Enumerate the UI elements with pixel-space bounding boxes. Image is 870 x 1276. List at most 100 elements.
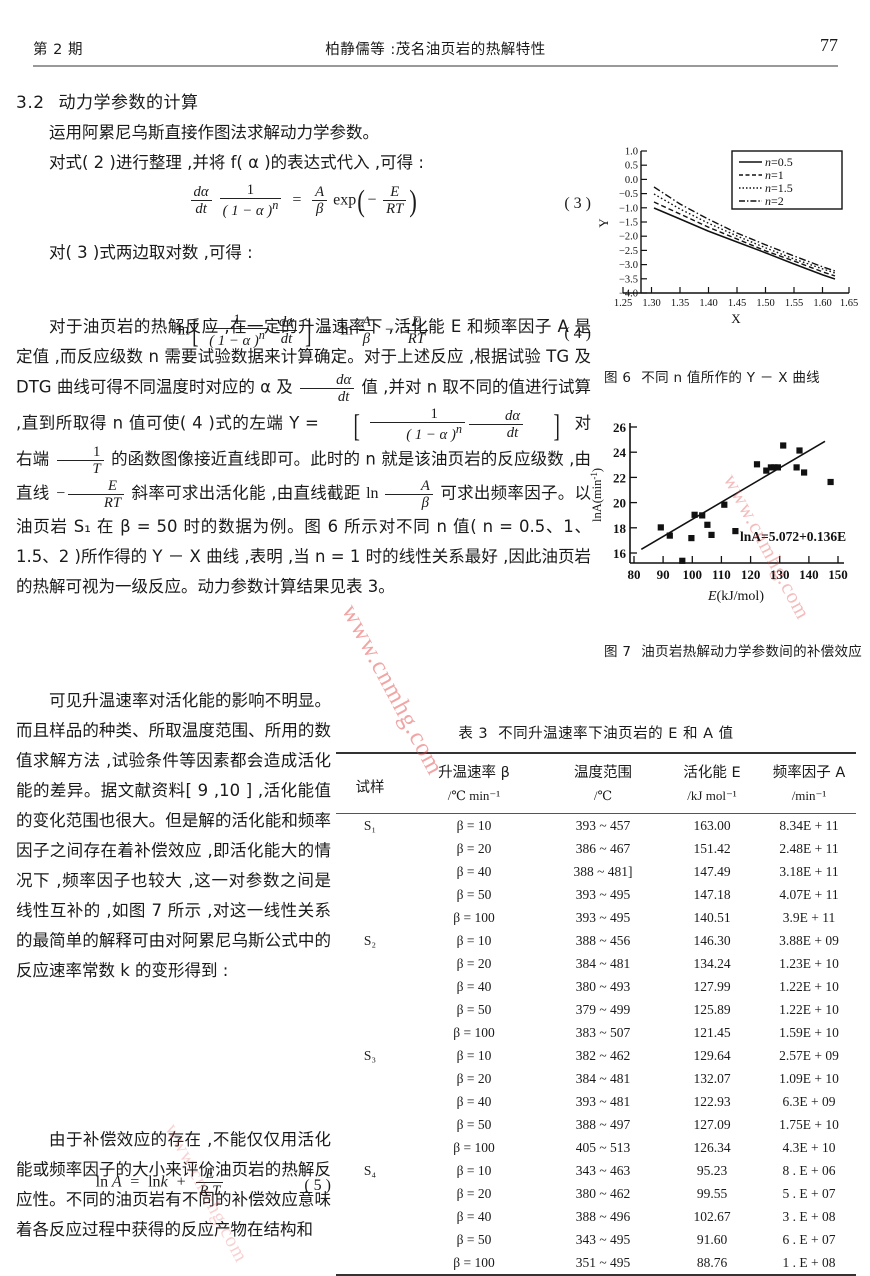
figure-7-ylabel: lnA(min-1) <box>589 468 604 522</box>
cell-sample <box>336 1067 404 1090</box>
svg-text:−2.5: −2.5 <box>619 246 638 257</box>
table-row: β = 50 388 ~ 497 127.09 1.75E + 10 <box>336 1113 856 1136</box>
figure-7-xlabel: E(kJ/mol) <box>707 589 764 604</box>
figure-7-caption-label: 图 7 <box>604 644 632 660</box>
figure-6-ylabel: Y <box>596 218 611 228</box>
cell-temp-range: 382 ~ 462 <box>575 1047 631 1063</box>
svg-text:−2.0: −2.0 <box>619 232 638 243</box>
paragraph-4-part-e: 斜率可求出活化能 ,由直线截距 <box>126 483 367 503</box>
table-row: β = 40 388 ~ 496 102.67 3 . E + 08 <box>336 1205 856 1228</box>
paragraph-4-part-c: 对右端 <box>16 413 592 469</box>
cell-temp-range: 393 ~ 457 <box>544 813 662 837</box>
cell-beta: β = 50 <box>456 1116 492 1132</box>
table-row: S₃ β = 10 382 ~ 462 129.64 2.57E + 09 <box>336 1044 856 1067</box>
figure-6-series-n1 <box>653 201 836 277</box>
table-row: S₂ β = 10 388 ~ 456 146.30 3.88E + 09 <box>336 929 856 952</box>
cell-beta: β = 10 <box>456 1162 492 1178</box>
cell-activation-energy: 126.34 <box>693 1139 731 1155</box>
cell-beta: β = 100 <box>404 1251 544 1276</box>
svg-text:1.65: 1.65 <box>840 298 858 309</box>
cell-sample <box>336 1136 404 1159</box>
svg-text:−1.0: −1.0 <box>619 203 638 214</box>
table-3-col-a-head: 频率因子 A <box>762 752 856 784</box>
table-3-col-temp-unit: /℃ <box>593 788 613 803</box>
table-row: β = 50 379 ~ 499 125.89 1.22E + 10 <box>336 998 856 1021</box>
section-title-text: 动力学参数的计算 <box>58 93 199 113</box>
cell-activation-energy: 122.93 <box>693 1093 731 1109</box>
cell-activation-energy: 129.64 <box>693 1047 731 1063</box>
svg-text:16: 16 <box>613 546 627 561</box>
figure-7-svg: 26 24 22 20 18 16 80 90 100 <box>589 420 848 604</box>
cell-activation-energy: 147.49 <box>693 863 731 879</box>
cell-frequency-factor: 6 . E + 07 <box>782 1231 836 1247</box>
table-3-col-sample: 试样 <box>336 752 404 814</box>
cell-frequency-factor: 1.75E + 10 <box>779 1116 839 1132</box>
cell-frequency-factor: 8.34E + 11 <box>762 813 856 837</box>
figure-7-caption-text: 油页岩热解动力学参数间的补偿效应 <box>641 644 863 660</box>
table-3-col-a-unit: /min⁻¹ <box>791 788 827 803</box>
figure-6-series-n15 <box>653 193 836 274</box>
svg-text:90: 90 <box>657 567 670 582</box>
cell-sample: S₁ <box>336 813 404 837</box>
cell-temp-range: 384 ~ 481 <box>575 1070 631 1086</box>
cell-beta: β = 50 <box>456 886 492 902</box>
cell-frequency-factor: 3.9E + 11 <box>782 909 836 925</box>
svg-text:−1.5: −1.5 <box>619 218 638 229</box>
cell-beta: β = 20 <box>456 840 492 856</box>
cell-frequency-factor: 3 . E + 08 <box>782 1208 836 1224</box>
table-row: β = 50 343 ~ 495 91.60 6 . E + 07 <box>336 1228 856 1251</box>
table-3: 试样 升温速率 β 温度范围 活化能 E 频率因子 A /℃ min⁻¹ /℃ … <box>336 752 856 1276</box>
equation-3-number: ( 3 ) <box>564 195 591 212</box>
svg-text:24: 24 <box>613 445 627 460</box>
svg-text:1.60: 1.60 <box>813 298 831 309</box>
equation-5-number: ( 5 ) <box>304 1177 331 1194</box>
svg-text:120: 120 <box>741 567 761 582</box>
svg-text:26: 26 <box>613 420 627 435</box>
table-row: β = 100 351 ~ 495 88.76 1 . E + 08 <box>336 1251 856 1276</box>
figure-7-points <box>657 442 834 564</box>
cell-temp-range: 388 ~ 481] <box>573 863 633 879</box>
table-row: β = 20 380 ~ 462 99.55 5 . E + 07 <box>336 1182 856 1205</box>
paragraph-4: 对于油页岩的热解反应 ,在一定的升温速率下 ,活化能 E 和频率因子 A 是定值… <box>16 312 591 602</box>
table-3-title-text: 不同升温速率下油页岩的 E 和 A 值 <box>498 726 734 742</box>
svg-text:1.0: 1.0 <box>625 147 638 158</box>
cell-beta: β = 40 <box>456 1208 492 1224</box>
cell-activation-energy: 88.76 <box>662 1251 762 1276</box>
cell-sample <box>336 998 404 1021</box>
cell-sample <box>336 1182 404 1205</box>
svg-text:n=1.5: n=1.5 <box>765 181 793 195</box>
cell-activation-energy: 151.42 <box>693 840 731 856</box>
cell-frequency-factor: 1.09E + 10 <box>779 1070 839 1086</box>
cell-sample <box>336 1021 404 1044</box>
inline-math-minus-e-rt: − E RT <box>55 478 126 511</box>
table-3-col-e-unit: /kJ mol⁻¹ <box>687 788 737 803</box>
cell-frequency-factor: 4.3E + 10 <box>782 1139 836 1155</box>
cell-temp-range: 380 ~ 493 <box>575 978 631 994</box>
cell-frequency-factor: 8 . E + 06 <box>782 1162 836 1178</box>
svg-text:1.25: 1.25 <box>614 298 632 309</box>
cell-frequency-factor: 1.23E + 10 <box>779 955 839 971</box>
svg-text:n=1: n=1 <box>765 168 784 182</box>
cell-temp-range: 388 ~ 456 <box>575 932 631 948</box>
cell-sample: S₄ <box>363 1162 377 1178</box>
svg-text:n=0.5: n=0.5 <box>765 155 793 169</box>
cell-beta: β = 20 <box>456 1070 492 1086</box>
svg-text:100: 100 <box>683 567 703 582</box>
cell-beta: β = 50 <box>456 1231 492 1247</box>
svg-text:1.30: 1.30 <box>642 298 660 309</box>
section-number: 3.2 <box>16 93 45 113</box>
table-row: β = 100 383 ~ 507 121.45 1.59E + 10 <box>336 1021 856 1044</box>
table-row: S₁ β = 10 393 ~ 457 163.00 8.34E + 11 <box>336 813 856 837</box>
figure-6-caption-text: 不同 n 值所作的 Y － X 曲线 <box>641 370 820 386</box>
table-3-head: 试样 升温速率 β 温度范围 活化能 E 频率因子 A /℃ min⁻¹ /℃ … <box>336 752 856 814</box>
table-row: β = 20 384 ~ 481 132.07 1.09E + 10 <box>336 1067 856 1090</box>
section-heading: 3.2 动力学参数的计算 <box>16 88 199 113</box>
cell-temp-range: 393 ~ 481 <box>575 1093 631 1109</box>
cell-activation-energy: 91.60 <box>696 1231 728 1247</box>
cell-frequency-factor: 1 . E + 08 <box>762 1251 856 1276</box>
cell-frequency-factor: 2.48E + 11 <box>779 840 839 856</box>
